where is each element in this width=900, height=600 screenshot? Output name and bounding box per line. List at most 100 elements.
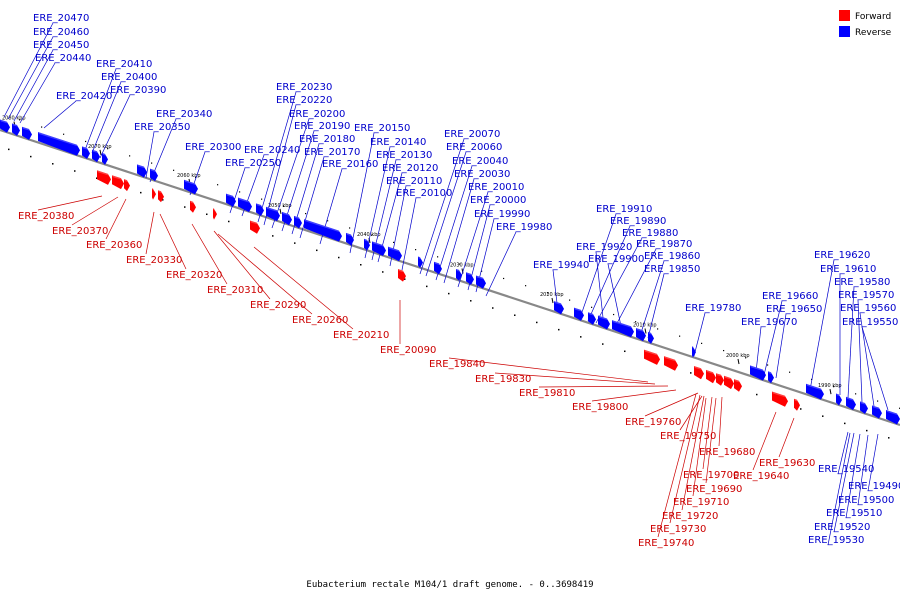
kbp-tick-mark xyxy=(644,328,647,334)
leader-line xyxy=(833,432,855,533)
track-dot xyxy=(173,169,175,171)
gene-label: ERE_20320 xyxy=(166,270,222,281)
track-dot xyxy=(602,343,604,345)
reverse-gene-block xyxy=(886,409,900,425)
track-dot xyxy=(514,314,516,316)
leader-line xyxy=(19,62,56,124)
leader-line xyxy=(538,385,669,388)
reverse-gene-block xyxy=(102,152,108,165)
track-dot xyxy=(305,212,307,215)
leader-line xyxy=(692,397,707,497)
track-dot xyxy=(756,393,758,396)
gene-label: ERE_20390 xyxy=(110,85,166,96)
track-dot xyxy=(382,271,384,273)
forward-gene-block xyxy=(190,200,196,213)
track-dot xyxy=(690,372,692,374)
track-dot xyxy=(767,364,769,366)
leader-line xyxy=(681,395,705,511)
reverse-gene-block xyxy=(38,131,80,156)
gene-label: ERE_20470 xyxy=(33,13,89,24)
track-dot xyxy=(448,292,450,295)
leader-line xyxy=(702,396,713,470)
kbp-tick-mark xyxy=(551,297,554,304)
legend-forward-swatch xyxy=(839,10,850,21)
forward-gene-block xyxy=(694,365,704,380)
track-dot xyxy=(19,119,21,121)
track-dot xyxy=(338,256,340,259)
leader-line xyxy=(775,313,787,379)
gene-label: ERE_19720 xyxy=(662,511,718,522)
gene-label: ERE_20150 xyxy=(354,123,410,134)
gene-label: ERE_19550 xyxy=(842,317,898,328)
reverse-gene-block xyxy=(92,149,100,163)
track-dot xyxy=(800,408,802,410)
backbone-layer xyxy=(0,119,900,439)
leader-line xyxy=(263,104,297,226)
leader-line xyxy=(693,312,706,357)
track-dot xyxy=(228,220,230,223)
reverse-gene-block xyxy=(574,307,584,321)
track-dot xyxy=(107,148,109,150)
track-dot xyxy=(52,163,54,165)
reverse-gene-block xyxy=(388,246,402,262)
reverse-gene-block xyxy=(750,365,766,381)
leader-line xyxy=(837,431,849,475)
forward-gene-block xyxy=(213,208,217,220)
track-dot xyxy=(96,177,98,179)
leader-line xyxy=(401,197,417,271)
gene-label: ERE_19520 xyxy=(814,522,870,533)
forward-gene-block xyxy=(644,349,660,365)
kbp-tick-label: 2040 kbp xyxy=(357,232,381,238)
leader-line xyxy=(861,326,889,411)
track-dot xyxy=(855,393,857,395)
leader-line xyxy=(595,237,643,324)
track-dot xyxy=(349,227,351,229)
reverse-gene-block xyxy=(806,383,824,400)
leader-line xyxy=(213,230,271,300)
gene-label: ERE_20010 xyxy=(468,182,524,193)
gene-label: ERE_19680 xyxy=(699,447,755,458)
gene-label: ERE_20190 xyxy=(294,121,350,132)
leader-line xyxy=(349,132,375,254)
gene-label: ERE_19830 xyxy=(475,374,531,385)
gene-label: ERE_20290 xyxy=(250,300,306,311)
forward-gene-block xyxy=(772,391,788,407)
reverse-gene-block xyxy=(476,275,486,289)
track-dot xyxy=(701,342,703,344)
gene-label: ERE_19620 xyxy=(814,250,870,261)
forward-gene-block xyxy=(124,179,130,192)
gene-label: ERE_20120 xyxy=(382,163,438,174)
reverse-gene-block xyxy=(346,232,354,246)
track-dot xyxy=(503,277,505,280)
kbp-tick-label: 2080 kbp xyxy=(2,116,26,122)
forward-gene-block xyxy=(97,170,111,185)
reverse-gene-block xyxy=(226,193,236,207)
leader-line xyxy=(84,68,117,151)
reverse-gene-block xyxy=(294,215,302,229)
leader-line xyxy=(448,357,649,383)
gene-label: ERE_20210 xyxy=(333,330,389,341)
leader-line xyxy=(435,165,473,281)
track-dot xyxy=(129,155,131,157)
gene-label: ERE_20140 xyxy=(370,137,426,148)
forward-gene-block xyxy=(716,373,724,386)
track-dot xyxy=(470,300,472,302)
gene-label: ERE_20000 xyxy=(470,195,526,206)
track-dot xyxy=(536,321,538,324)
reverse-gene-block xyxy=(636,327,646,342)
gene-label: ERE_20170 xyxy=(304,147,360,158)
gene-label: ERE_19570 xyxy=(838,290,894,301)
forward-gene-block xyxy=(152,188,156,200)
leader-line xyxy=(752,411,777,471)
track-dot xyxy=(30,155,32,158)
legend-forward-label: Forward xyxy=(855,12,891,22)
kbp-tick-label: 2000 kbp xyxy=(726,353,750,359)
leader-line xyxy=(847,286,855,399)
leader-line xyxy=(763,300,783,376)
track-dot xyxy=(426,285,428,288)
gene-label: ERE_19870 xyxy=(636,239,692,250)
leader-line xyxy=(217,233,313,315)
gene-label: ERE_19490 xyxy=(848,481,900,492)
gene-label: ERE_20300 xyxy=(185,142,241,153)
track-dot xyxy=(206,213,208,216)
